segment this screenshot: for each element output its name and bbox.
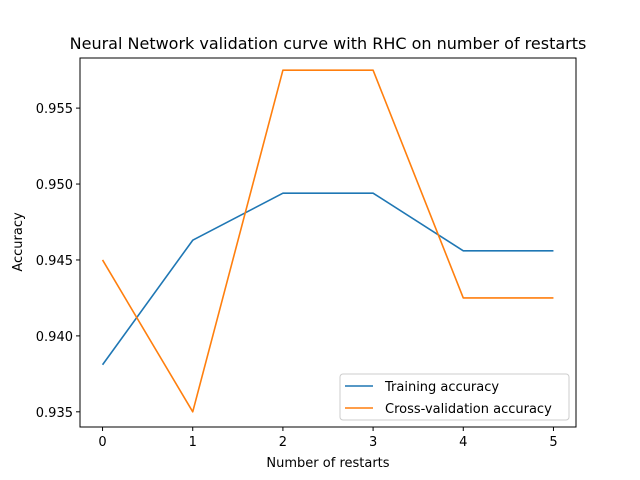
series-layer xyxy=(101,69,554,413)
x-tick-label: 0 xyxy=(98,435,106,450)
x-tick-label: 2 xyxy=(279,435,287,450)
chart-title: Neural Network validation curve with RHC… xyxy=(70,34,587,53)
legend-label-training: Training accuracy xyxy=(384,380,499,395)
x-tick-label: 1 xyxy=(189,435,197,450)
y-tick-label: 0.945 xyxy=(36,254,73,269)
y-axis-label: Accuracy xyxy=(11,212,26,272)
y-tick-label: 0.940 xyxy=(36,330,73,345)
plot-area-frame xyxy=(79,57,577,428)
y-tick-label: 0.955 xyxy=(36,102,73,117)
y-axis-ticks: 0.935 0.940 0.945 0.950 0.955 xyxy=(36,102,80,421)
series-line-0 xyxy=(101,192,554,366)
legend-label-cross-validation: Cross-validation accuracy xyxy=(385,402,552,417)
x-tick-label: 5 xyxy=(549,435,557,450)
x-tick-label: 3 xyxy=(369,435,377,450)
y-tick-label: 0.935 xyxy=(36,406,73,421)
legend: Training accuracy Cross-validation accur… xyxy=(339,373,570,421)
legend-box xyxy=(339,373,570,421)
x-axis-ticks: 0 1 2 3 4 5 xyxy=(98,427,558,450)
x-axis-label: Number of restarts xyxy=(266,456,389,471)
y-tick-label: 0.950 xyxy=(36,178,73,193)
x-tick-label: 4 xyxy=(459,435,467,450)
series-line-1 xyxy=(101,69,554,413)
